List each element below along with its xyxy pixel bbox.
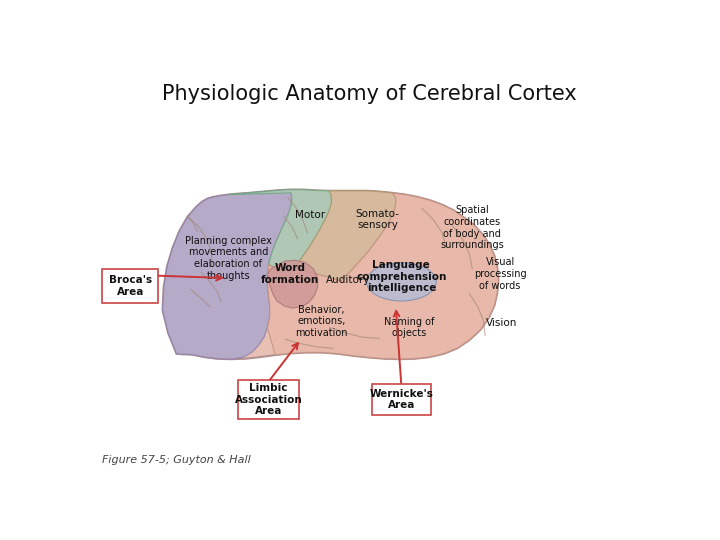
FancyBboxPatch shape xyxy=(238,380,300,419)
Text: Physiologic Anatomy of Cerebral Cortex: Physiologic Anatomy of Cerebral Cortex xyxy=(161,84,577,104)
Text: Vision: Vision xyxy=(486,319,518,328)
Polygon shape xyxy=(267,260,318,308)
Polygon shape xyxy=(294,191,396,281)
Text: Wernicke's
Area: Wernicke's Area xyxy=(369,389,433,410)
Text: Spatial
coordinates
of body and
surroundings: Spatial coordinates of body and surround… xyxy=(441,205,504,250)
Text: Broca's
Area: Broca's Area xyxy=(109,275,152,297)
FancyBboxPatch shape xyxy=(102,269,158,303)
Polygon shape xyxy=(228,190,332,277)
Ellipse shape xyxy=(366,263,436,301)
Text: Language
comprehension
intelligence: Language comprehension intelligence xyxy=(356,260,446,293)
Text: Naming of
objects: Naming of objects xyxy=(384,317,434,339)
Polygon shape xyxy=(163,190,498,359)
Text: Limbic
Association
Area: Limbic Association Area xyxy=(235,383,302,416)
Text: Figure 57-5; Guyton & Hall: Figure 57-5; Guyton & Hall xyxy=(102,455,251,465)
Text: Planning complex
movements and
elaboration of
thoughts: Planning complex movements and elaborati… xyxy=(185,236,272,281)
FancyBboxPatch shape xyxy=(372,384,431,415)
Text: Behavior,
emotions,
motivation: Behavior, emotions, motivation xyxy=(295,305,348,338)
Text: Motor: Motor xyxy=(295,210,325,220)
Polygon shape xyxy=(163,190,292,359)
Text: Auditory: Auditory xyxy=(325,275,370,285)
Text: Visual
processing
of words: Visual processing of words xyxy=(474,258,526,291)
Text: Word
formation: Word formation xyxy=(261,263,319,285)
Polygon shape xyxy=(267,193,498,359)
Text: Somato-
sensory: Somato- sensory xyxy=(356,208,400,230)
